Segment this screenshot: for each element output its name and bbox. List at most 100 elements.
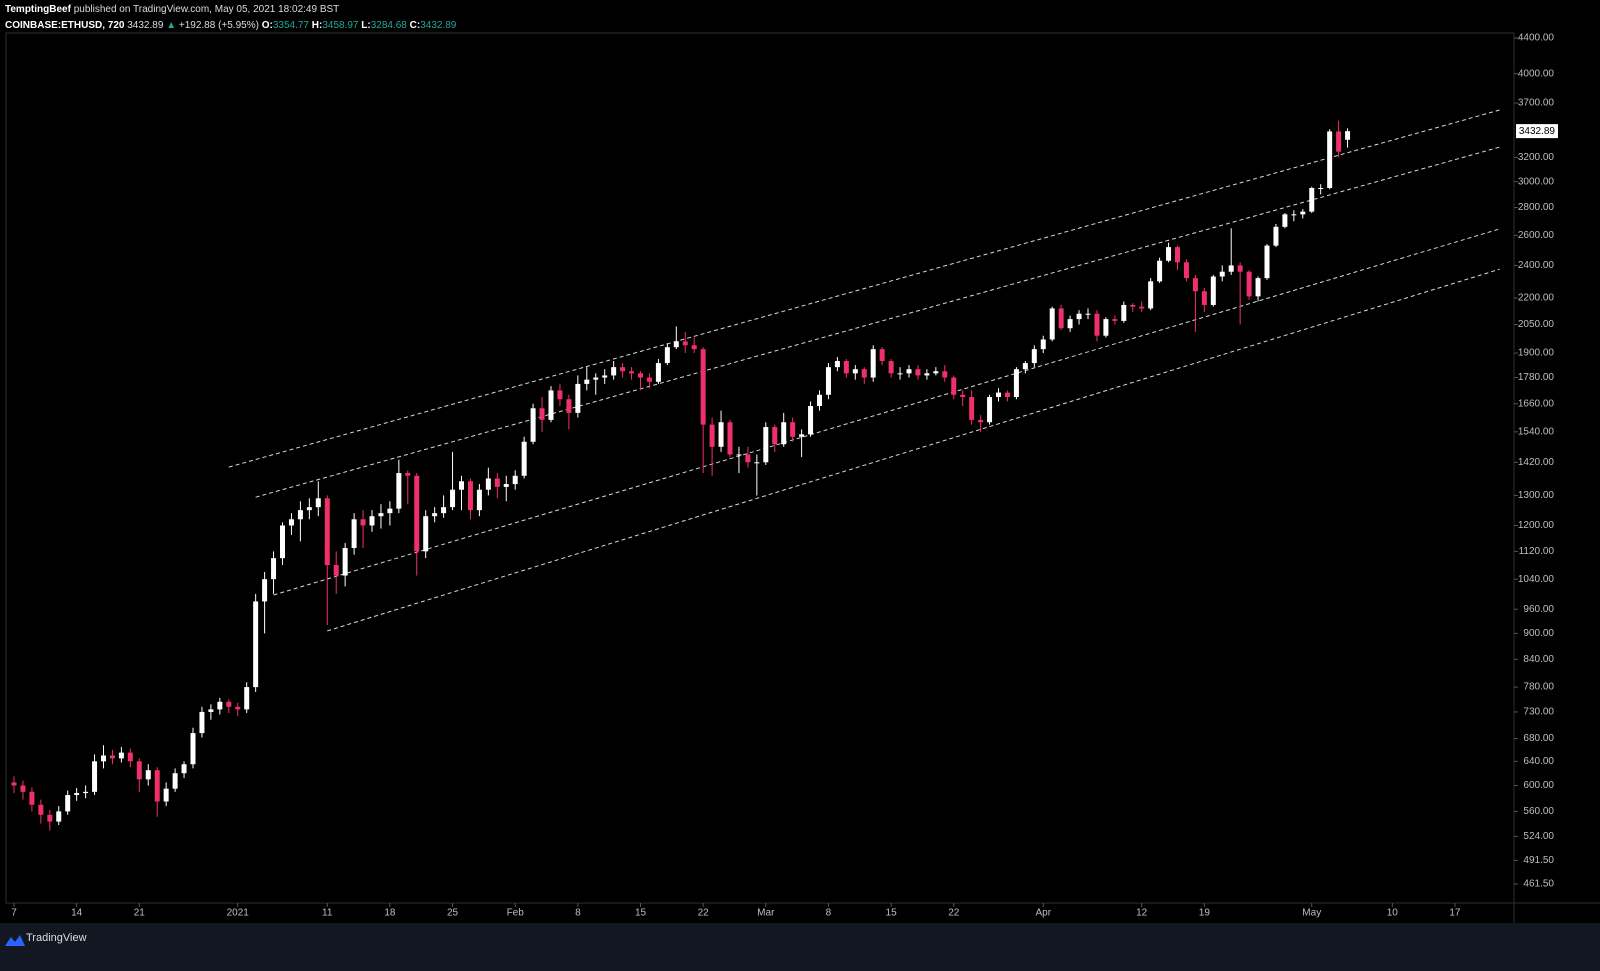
x-tick-label: Feb — [507, 908, 525, 919]
y-tick-label: 960.00 — [1523, 604, 1554, 615]
candle-body — [960, 394, 966, 398]
candle-body — [1228, 265, 1234, 272]
candle-body — [781, 422, 787, 445]
candle-body — [978, 419, 984, 423]
y-tick-label: 491.50 — [1523, 855, 1554, 866]
x-tick-label: Mar — [757, 908, 775, 919]
candle-body — [333, 564, 339, 576]
candle-body — [262, 579, 268, 602]
candle-body — [646, 377, 652, 382]
candle-body — [1139, 306, 1145, 309]
candle-body — [306, 507, 312, 511]
candle-body — [512, 475, 518, 485]
candle-body — [369, 516, 375, 526]
candle-body — [602, 375, 608, 378]
price-label: 3432.89 — [1519, 126, 1556, 137]
x-tick-label: 7 — [11, 908, 17, 919]
candle-body — [29, 791, 35, 805]
candle-body — [1058, 308, 1064, 329]
candle-body — [951, 377, 957, 395]
candle-body — [405, 473, 411, 476]
change: +192.88 (+5.95%) — [178, 20, 259, 31]
candle-body — [297, 510, 303, 520]
candle-body — [745, 454, 751, 463]
y-tick-label: 3700.00 — [1518, 98, 1555, 109]
last-price: 3432.89 — [127, 20, 164, 31]
y-tick-label: 2050.00 — [1518, 319, 1555, 330]
y-tick-label: 1420.00 — [1518, 457, 1555, 468]
candle-body — [1246, 271, 1252, 297]
y-tick-label: 1780.00 — [1518, 372, 1555, 383]
y-tick-label: 2800.00 — [1518, 202, 1555, 213]
symbol: COINBASE:ETHUSD, 720 — [5, 20, 125, 31]
candle-body — [969, 397, 975, 420]
candle-body — [655, 363, 661, 382]
candle-body — [987, 397, 993, 423]
candle-body — [1040, 339, 1046, 350]
candle-body — [817, 394, 822, 406]
candle-body — [897, 373, 903, 375]
candle-body — [1157, 260, 1163, 282]
candle-body — [109, 755, 115, 759]
candle-body — [396, 473, 402, 509]
candle-body — [664, 347, 670, 364]
candle-body — [208, 709, 214, 712]
candle-body — [1318, 187, 1324, 189]
logo — [5, 935, 25, 946]
candle-body — [217, 701, 223, 710]
candle-body — [1148, 281, 1154, 309]
x-tick-label: 22 — [948, 908, 960, 919]
candle-body — [271, 558, 277, 580]
candle-body — [253, 601, 259, 688]
y-tick-label: 1900.00 — [1518, 348, 1555, 359]
published: published on TradingView.com, May 05, 20… — [73, 4, 340, 15]
y-tick-label: 1540.00 — [1518, 427, 1555, 438]
candle-body — [83, 791, 89, 794]
x-tick-label: 12 — [1136, 908, 1148, 919]
y-tick-label: 2200.00 — [1518, 293, 1555, 304]
y-tick-label: 461.50 — [1523, 879, 1554, 890]
l-label: L: — [361, 20, 371, 31]
candle-body — [673, 341, 679, 348]
candle-body — [1076, 313, 1082, 320]
candle-body — [1201, 291, 1207, 305]
candle-body — [459, 481, 464, 490]
candle-body — [441, 507, 447, 514]
candle-body — [700, 349, 706, 425]
candle-body — [1219, 271, 1225, 277]
candle-body — [584, 379, 590, 384]
candle-body — [1121, 304, 1127, 321]
candle-body — [727, 422, 733, 455]
x-tick-label: 2021 — [227, 908, 250, 919]
candle-body — [1291, 214, 1297, 216]
candle-body — [503, 484, 509, 487]
candle-body — [1273, 226, 1279, 246]
candle-body — [38, 804, 44, 815]
candle-body — [1085, 313, 1091, 315]
close: 3432.89 — [420, 20, 457, 31]
plot-area — [5, 32, 1515, 904]
candle-body — [1049, 308, 1055, 340]
x-tick-label: 10 — [1387, 908, 1399, 919]
candle-body — [861, 369, 867, 378]
candle-body — [521, 441, 527, 476]
y-tick-label: 1660.00 — [1518, 398, 1555, 409]
brand: TradingView — [26, 932, 87, 944]
candle-body — [1255, 278, 1261, 297]
candle-body — [1237, 265, 1243, 272]
candle-body — [1336, 131, 1342, 152]
candle-body — [65, 795, 71, 812]
candle-body — [351, 519, 357, 549]
candle-body — [127, 752, 133, 762]
candle-body — [718, 422, 724, 447]
candle-body — [1183, 262, 1189, 279]
x-tick-label: May — [1302, 908, 1321, 919]
x-tick-label: 17 — [1449, 908, 1461, 919]
candle-body — [476, 489, 482, 511]
high: 3458.97 — [322, 20, 359, 31]
candle-body — [378, 513, 384, 517]
candle-body — [539, 408, 545, 420]
candle-body — [942, 371, 948, 378]
y-tick-label: 640.00 — [1523, 756, 1554, 767]
candle-body — [736, 454, 742, 456]
